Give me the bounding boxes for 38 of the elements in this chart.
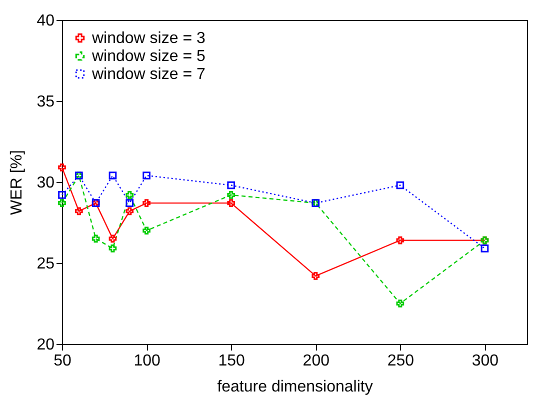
- x-axis-title: feature dimensionality: [217, 378, 373, 396]
- x-tick-label: 300: [472, 352, 499, 370]
- y-tick-label: 35: [36, 94, 55, 110]
- point: [126, 191, 134, 199]
- point: [312, 272, 320, 280]
- x-tick-label: 50: [54, 352, 72, 370]
- y-tick-label: 20: [36, 336, 55, 354]
- point: [227, 191, 236, 199]
- point: [58, 199, 66, 207]
- y-axis-title: WER [%]: [8, 150, 26, 215]
- point: [396, 300, 404, 308]
- point: [108, 172, 117, 180]
- x-tick-label: 200: [302, 352, 330, 370]
- x-tick-label: 150: [218, 352, 246, 370]
- point: [142, 226, 150, 235]
- y-tick-label: 40: [36, 12, 55, 30]
- y-tick-label: 25: [36, 256, 55, 272]
- legend-label: window size = 3: [91, 30, 206, 47]
- point: [126, 207, 134, 216]
- y-tick-label: 30: [36, 174, 55, 192]
- point: [480, 244, 489, 252]
- point: [74, 207, 83, 216]
- point: [92, 234, 100, 243]
- point: [142, 172, 150, 180]
- point: [396, 181, 404, 190]
- x-tick-label: 100: [134, 352, 160, 370]
- legend-label: window size = 7: [91, 66, 206, 83]
- legend-label: window size = 5: [91, 48, 206, 65]
- point: [142, 199, 150, 207]
- point: [58, 191, 66, 199]
- point: [227, 181, 236, 190]
- point: [58, 164, 66, 172]
- point: [227, 199, 236, 207]
- point: [108, 244, 117, 252]
- point: [396, 236, 404, 244]
- point: [108, 234, 117, 243]
- x-tick-label: 250: [387, 352, 414, 370]
- point: [126, 199, 134, 207]
